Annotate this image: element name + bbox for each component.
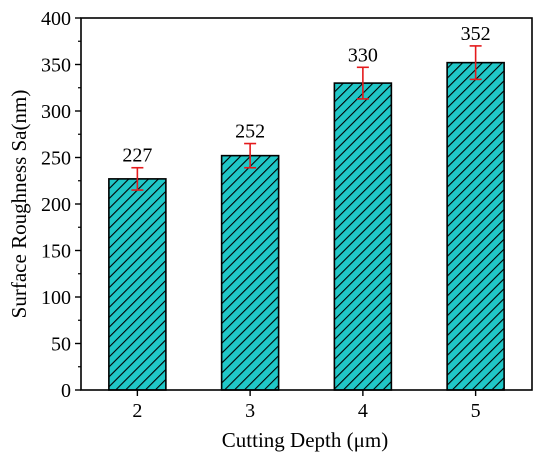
y-axis: 0 50 100 150 200 250 300 350 400 — [41, 8, 81, 402]
bar-2 — [108, 178, 167, 391]
x-tick-label-2: 2 — [132, 400, 142, 422]
y-tick-label-0: 0 — [61, 380, 71, 402]
x-tick-label-4: 4 — [358, 400, 368, 422]
bar-5 — [446, 61, 505, 391]
error-bar-3 — [244, 142, 257, 169]
x-axis: 2 3 4 5 — [132, 390, 481, 422]
bar-4 — [333, 82, 393, 391]
y-axis-label: Surface Roughness Sa(nm) — [7, 90, 31, 319]
data-label-5: 352 — [461, 23, 491, 45]
y-tick-label-100: 100 — [41, 287, 71, 309]
bar-3 — [220, 154, 280, 391]
bars-layer — [108, 61, 505, 391]
error-bar-2 — [131, 166, 144, 191]
x-tick-label-5: 5 — [471, 400, 481, 422]
error-bars-layer — [131, 45, 482, 191]
data-label-4: 330 — [348, 44, 378, 66]
y-tick-label-200: 200 — [41, 194, 71, 216]
y-tick-label-350: 350 — [41, 55, 71, 77]
data-label-2: 227 — [122, 145, 152, 167]
y-tick-label-150: 150 — [41, 241, 71, 263]
x-tick-label-3: 3 — [245, 400, 255, 422]
data-label-3: 252 — [235, 121, 265, 143]
x-axis-label: Cutting Depth (μm) — [222, 428, 388, 452]
y-tick-label-300: 300 — [41, 101, 71, 123]
y-tick-label-50: 50 — [51, 334, 71, 356]
y-tick-label-400: 400 — [41, 8, 71, 30]
error-bar-4 — [356, 66, 369, 100]
data-labels-layer: 227 252 330 352 — [122, 23, 490, 167]
error-bar-5 — [469, 45, 482, 81]
y-tick-label-250: 250 — [41, 148, 71, 170]
